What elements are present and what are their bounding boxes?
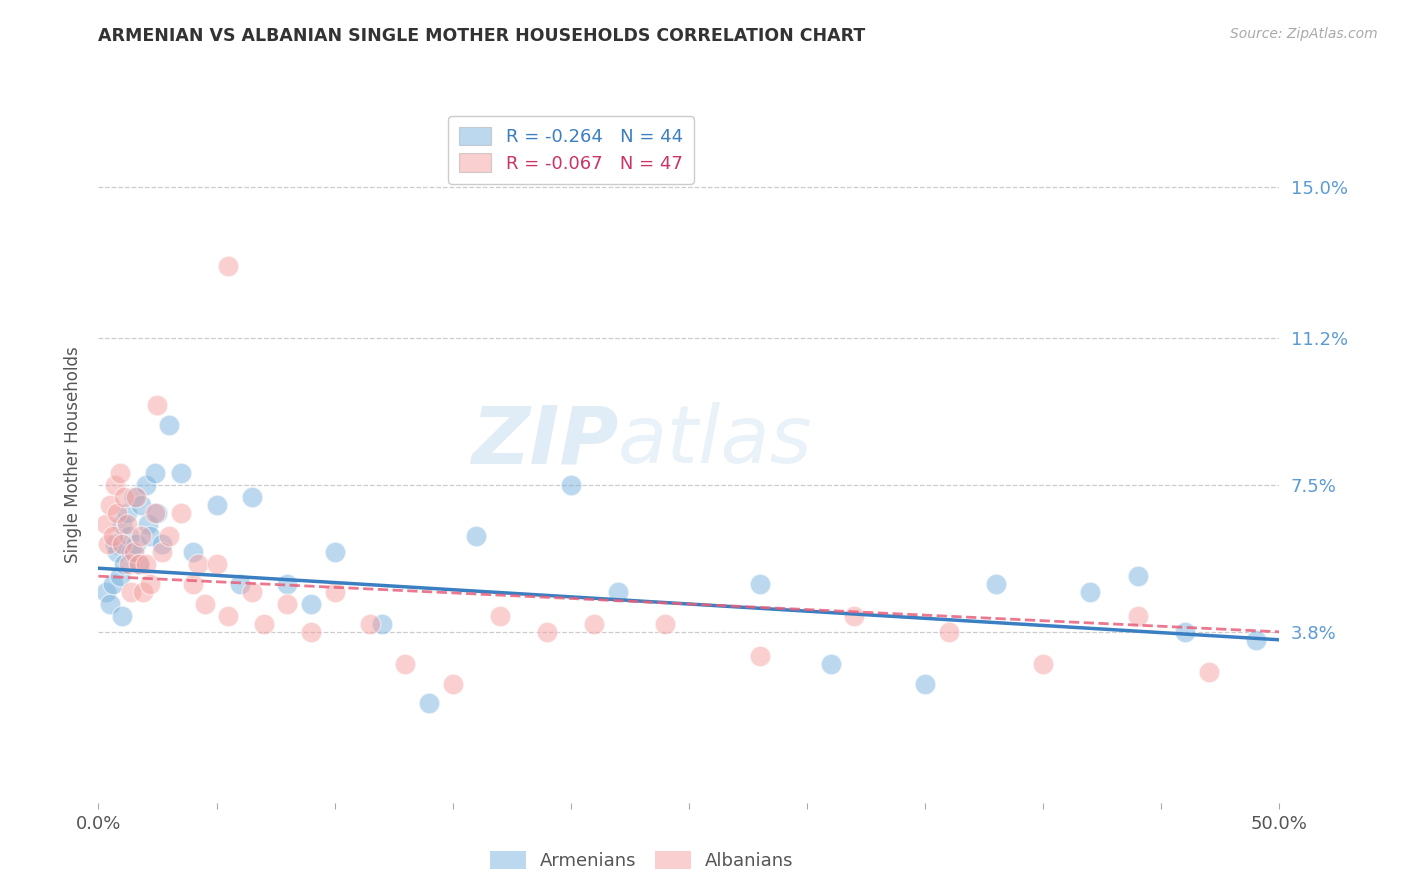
Point xyxy=(229,577,252,591)
Point xyxy=(115,506,138,520)
Point xyxy=(108,466,131,480)
Point xyxy=(323,545,346,559)
Point xyxy=(111,517,134,532)
Point xyxy=(1126,569,1149,583)
Point xyxy=(489,609,512,624)
Point xyxy=(607,585,630,599)
Point xyxy=(132,585,155,599)
Point xyxy=(105,545,128,559)
Point xyxy=(371,616,394,631)
Point xyxy=(359,616,381,631)
Point xyxy=(1174,624,1197,639)
Point xyxy=(121,585,143,599)
Point xyxy=(115,517,138,532)
Point xyxy=(253,616,276,631)
Point xyxy=(1198,665,1220,679)
Point xyxy=(101,529,124,543)
Point xyxy=(125,490,148,504)
Point xyxy=(181,577,204,591)
Point xyxy=(118,529,141,543)
Point xyxy=(150,537,173,551)
Point xyxy=(748,648,770,663)
Point xyxy=(299,597,322,611)
Point xyxy=(441,676,464,690)
Point xyxy=(217,609,239,624)
Point xyxy=(205,558,228,572)
Point xyxy=(139,577,162,591)
Point xyxy=(299,624,322,639)
Point xyxy=(748,577,770,591)
Point xyxy=(122,545,145,559)
Point xyxy=(157,529,180,543)
Point xyxy=(187,558,209,572)
Point xyxy=(394,657,416,671)
Point xyxy=(938,624,960,639)
Point xyxy=(104,477,127,491)
Point xyxy=(150,545,173,559)
Text: ARMENIAN VS ALBANIAN SINGLE MOTHER HOUSEHOLDS CORRELATION CHART: ARMENIAN VS ALBANIAN SINGLE MOTHER HOUSE… xyxy=(98,27,866,45)
Point xyxy=(112,490,135,504)
Point xyxy=(323,585,346,599)
Point xyxy=(240,490,263,504)
Point xyxy=(98,597,121,611)
Point xyxy=(129,529,152,543)
Point xyxy=(914,676,936,690)
Point xyxy=(181,545,204,559)
Point xyxy=(1126,609,1149,624)
Point xyxy=(146,398,169,412)
Text: ZIP: ZIP xyxy=(471,402,619,480)
Point xyxy=(536,624,558,639)
Point xyxy=(654,616,676,631)
Point xyxy=(121,545,143,559)
Point xyxy=(139,529,162,543)
Point xyxy=(146,506,169,520)
Point xyxy=(108,569,131,583)
Point xyxy=(157,418,180,433)
Point xyxy=(844,609,866,624)
Point xyxy=(111,609,134,624)
Point xyxy=(128,558,150,572)
Text: Source: ZipAtlas.com: Source: ZipAtlas.com xyxy=(1230,27,1378,41)
Point xyxy=(1032,657,1054,671)
Point xyxy=(170,506,193,520)
Point xyxy=(98,498,121,512)
Point xyxy=(820,657,842,671)
Point xyxy=(194,597,217,611)
Point xyxy=(136,517,159,532)
Point xyxy=(583,616,606,631)
Point xyxy=(135,558,157,572)
Point xyxy=(135,477,157,491)
Point xyxy=(94,585,117,599)
Point xyxy=(122,490,145,504)
Point xyxy=(97,537,120,551)
Point xyxy=(111,537,134,551)
Y-axis label: Single Mother Households: Single Mother Households xyxy=(65,347,83,563)
Point xyxy=(112,558,135,572)
Text: atlas: atlas xyxy=(619,402,813,480)
Point xyxy=(125,537,148,551)
Point xyxy=(240,585,263,599)
Point xyxy=(418,697,440,711)
Point xyxy=(984,577,1007,591)
Point xyxy=(560,477,582,491)
Point xyxy=(1080,585,1102,599)
Legend: Armenians, Albanians: Armenians, Albanians xyxy=(482,844,801,877)
Point xyxy=(217,259,239,273)
Point xyxy=(94,517,117,532)
Point xyxy=(143,466,166,480)
Point xyxy=(1244,632,1267,647)
Point xyxy=(105,506,128,520)
Point xyxy=(104,537,127,551)
Point xyxy=(276,597,298,611)
Point xyxy=(465,529,488,543)
Point xyxy=(143,506,166,520)
Point xyxy=(129,498,152,512)
Point xyxy=(276,577,298,591)
Point xyxy=(170,466,193,480)
Point xyxy=(118,558,141,572)
Point xyxy=(128,558,150,572)
Point xyxy=(205,498,228,512)
Point xyxy=(101,577,124,591)
